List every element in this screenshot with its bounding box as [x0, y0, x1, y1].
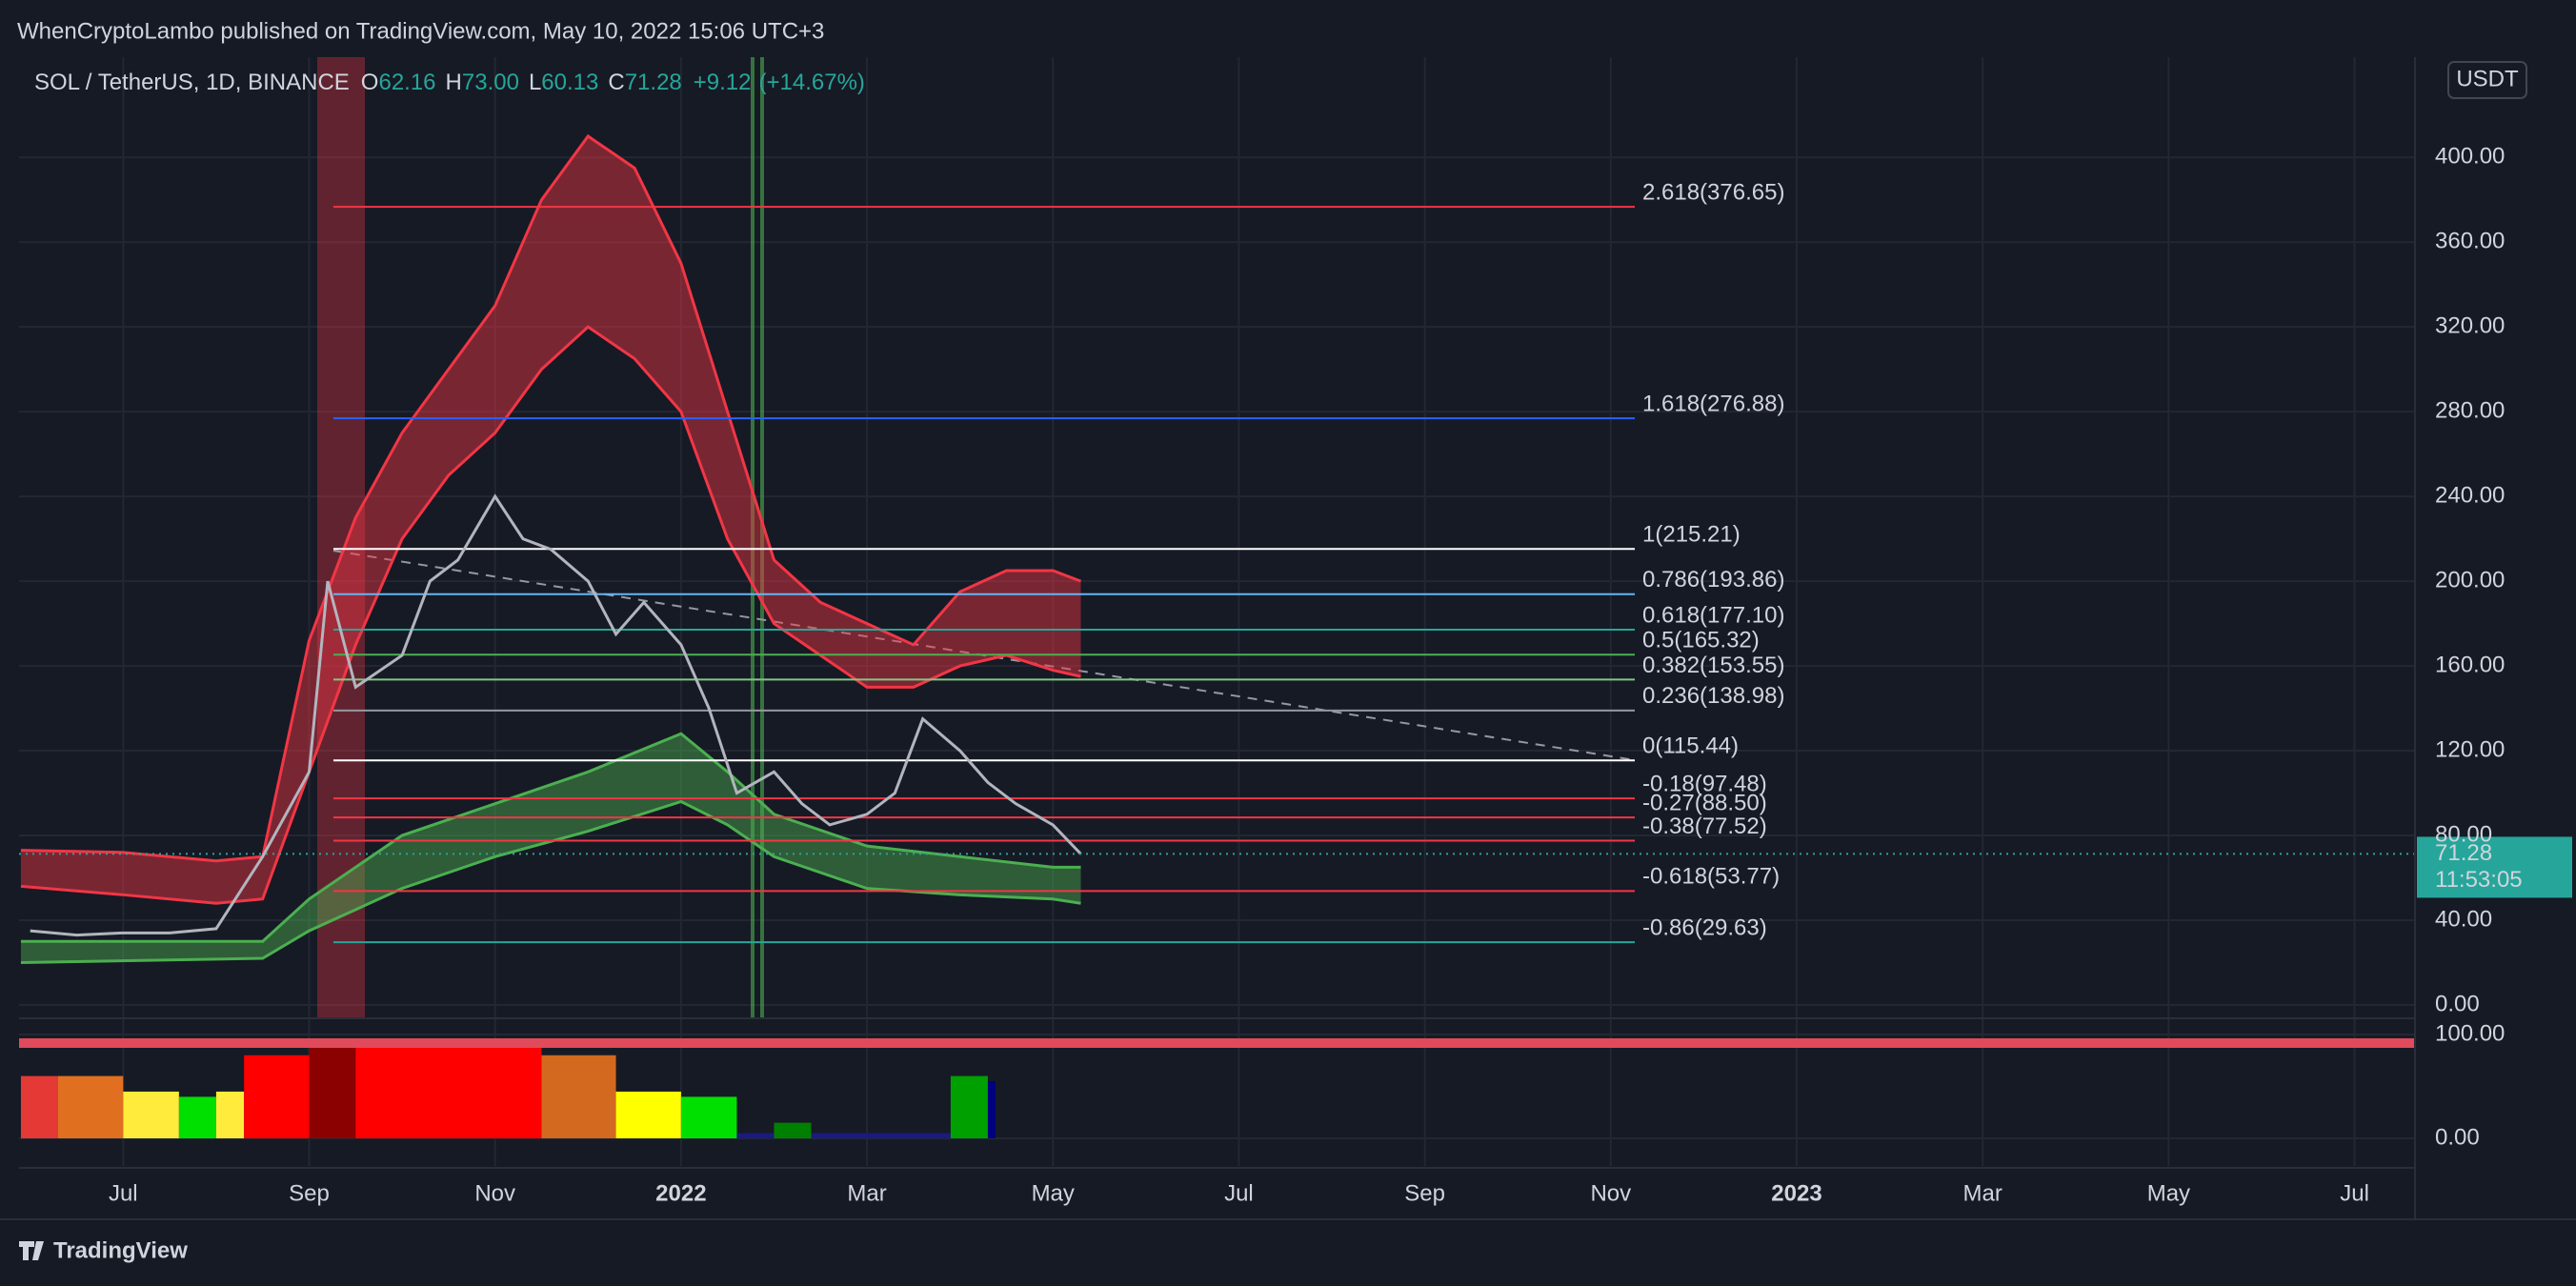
x-tick-label: Nov [474, 1180, 515, 1206]
plot-layer: 2.618(376.65) 1.618(276.88) 1(215.21) 0.786… [19, 133, 2572, 1138]
oscillator-column [615, 1091, 681, 1138]
x-tick-label: Mar [1963, 1180, 2002, 1206]
ohlc-key: L [529, 70, 541, 95]
last-price-label: 71.28 [2435, 840, 2492, 866]
x-tick-label: Jul [2340, 1180, 2369, 1206]
oscillator-column [987, 1081, 996, 1138]
oscillator-threshold-band [19, 1038, 2415, 1048]
fib-level-label: -0.38(77.52) [1642, 814, 1767, 839]
x-tick-label: Jul [109, 1180, 138, 1206]
oscillator-column [20, 1075, 58, 1138]
band-lower [20, 799, 1081, 964]
fib-level-label: -0.18(97.48) [1642, 771, 1767, 796]
y-tick-label: 360.00 [2435, 229, 2505, 254]
fib-level-label: 0.618(177.10) [1642, 602, 1784, 628]
oscillator-column [215, 1091, 245, 1138]
ohlc-value: 73.00 [462, 70, 519, 95]
highlight-stripe [760, 57, 764, 1018]
ohlc-key: O [361, 70, 379, 95]
band-fill [20, 135, 1081, 904]
x-tick-label: May [2147, 1180, 2190, 1206]
oscillator-column [811, 1133, 951, 1138]
y-tick-label: 160.00 [2435, 652, 2505, 677]
oscillator-column [244, 1055, 310, 1138]
currency-box [2447, 61, 2527, 99]
y-tick-label: 40.00 [2435, 906, 2492, 932]
y-tick-label: 0.00 [2435, 991, 2480, 1016]
x-tick-label: Sep [289, 1180, 330, 1206]
fib-level-label: 1.618(276.88) [1642, 391, 1784, 416]
y-tick-label: 320.00 [2435, 313, 2505, 339]
oscillator-column [57, 1075, 124, 1138]
x-tick-label: May [1032, 1180, 1075, 1206]
symbol-legend: SOL / TetherUS, 1D, BINANCE O62.16 H73.00 L… [34, 70, 865, 95]
brand-name: TradingView [53, 1237, 188, 1263]
countdown-label: 11:53:05 [2435, 867, 2523, 893]
ohlc-value: 62.16 [378, 70, 435, 95]
symbol-name: SOL / TetherUS, 1D, BINANCE [34, 70, 350, 95]
ohlc-value: 60.13 [541, 70, 598, 95]
y-tick-label: 280.00 [2435, 397, 2505, 423]
fib-level-label: 2.618(376.65) [1642, 179, 1784, 205]
y-tick-label: 200.00 [2435, 567, 2505, 593]
grid-layer [19, 57, 2415, 1166]
y-tick-label: 80.00 [2435, 821, 2492, 847]
band-upper [20, 732, 1081, 943]
fib-level-label: -0.618(53.77) [1642, 864, 1780, 890]
change-percent: (+14.67%) [759, 70, 865, 95]
band-lower [20, 325, 1081, 905]
publisher-header: WhenCryptoLambo published on TradingView… [17, 18, 824, 44]
osc-tick-label: 100.00 [2435, 1020, 2505, 1046]
ohlc-key: C [608, 70, 624, 95]
x-tick-label: Jul [1224, 1180, 1254, 1206]
fib-level-label: 0(115.44) [1642, 733, 1739, 759]
brand-logo [19, 1241, 44, 1260]
band-upper [20, 133, 1082, 863]
x-tick-label: 2023 [1771, 1180, 1821, 1206]
y-tick-label: 400.00 [2435, 144, 2505, 170]
price-line [30, 493, 1082, 937]
oscillator-column [178, 1096, 216, 1138]
ohlc-key: H [446, 70, 462, 95]
oscillator-column [541, 1055, 616, 1138]
x-tick-label: Mar [847, 1180, 886, 1206]
y-tick-label: 240.00 [2435, 482, 2505, 508]
oscillator-column [774, 1122, 812, 1138]
ohlc-value: 71.28 [625, 70, 682, 95]
x-tick-label: Sep [1404, 1180, 1445, 1206]
fib-level-label: 0.5(165.32) [1642, 628, 1760, 653]
x-tick-label: Nov [1590, 1180, 1631, 1206]
osc-tick-label: 0.00 [2435, 1124, 2480, 1150]
y-tick-label: 120.00 [2435, 736, 2505, 762]
oscillator-column [309, 1044, 356, 1138]
x-tick-label: 2022 [655, 1180, 706, 1206]
currency-label: USDT [2456, 66, 2519, 91]
oscillator-column [123, 1091, 179, 1138]
oscillator-column [355, 1044, 542, 1138]
highlight-stripe [317, 57, 365, 1018]
highlight-stripe [751, 57, 755, 1018]
fib-level-label: 1(215.21) [1642, 522, 1741, 548]
oscillator-column [680, 1096, 737, 1138]
fib-level-label: -0.27(88.50) [1642, 790, 1767, 815]
band-fill [20, 733, 1081, 963]
fib-level-label: 0.236(138.98) [1642, 683, 1784, 709]
fib-level-label: 0.786(193.86) [1642, 567, 1784, 593]
oscillator-column [950, 1075, 988, 1138]
fib-level-label: 0.382(153.55) [1642, 653, 1784, 678]
oscillator-column [736, 1133, 775, 1138]
last-price-box [2417, 836, 2572, 898]
fib-level-label: -0.86(29.63) [1642, 914, 1767, 940]
change: +9.12 [694, 70, 752, 95]
